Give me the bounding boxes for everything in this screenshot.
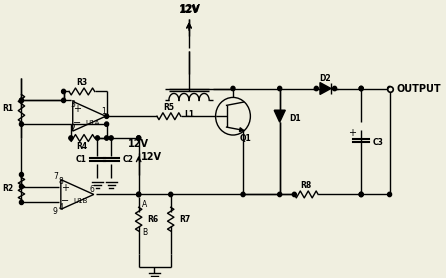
Circle shape bbox=[359, 192, 363, 197]
Circle shape bbox=[333, 86, 337, 91]
Text: 4: 4 bbox=[58, 203, 63, 212]
Text: R7: R7 bbox=[179, 215, 190, 224]
Circle shape bbox=[69, 136, 73, 140]
Text: 12V: 12V bbox=[128, 139, 149, 149]
Text: R4: R4 bbox=[76, 142, 87, 152]
Polygon shape bbox=[274, 110, 285, 122]
Circle shape bbox=[292, 192, 296, 197]
Circle shape bbox=[388, 86, 392, 91]
Text: R3: R3 bbox=[76, 78, 87, 87]
Text: 9: 9 bbox=[53, 207, 58, 216]
Circle shape bbox=[241, 192, 245, 197]
Text: A: A bbox=[142, 200, 148, 209]
Circle shape bbox=[20, 184, 24, 189]
Text: 8: 8 bbox=[58, 177, 63, 186]
Text: +: + bbox=[348, 128, 356, 138]
Text: U1A: U1A bbox=[86, 120, 100, 126]
Polygon shape bbox=[240, 128, 244, 131]
Circle shape bbox=[105, 122, 109, 126]
Text: Q1: Q1 bbox=[240, 133, 252, 143]
Circle shape bbox=[136, 136, 140, 140]
Text: R6: R6 bbox=[147, 215, 158, 224]
Text: 12V: 12V bbox=[178, 5, 199, 15]
Circle shape bbox=[359, 192, 363, 197]
Text: D1: D1 bbox=[289, 114, 301, 123]
Circle shape bbox=[20, 98, 24, 103]
Circle shape bbox=[95, 136, 99, 140]
Circle shape bbox=[20, 98, 24, 103]
Text: +: + bbox=[73, 104, 81, 114]
Text: OUTPUT: OUTPUT bbox=[397, 83, 442, 93]
Circle shape bbox=[136, 192, 140, 197]
Circle shape bbox=[359, 86, 363, 91]
Text: R5: R5 bbox=[163, 103, 174, 112]
Text: 3: 3 bbox=[70, 100, 75, 109]
Text: R1: R1 bbox=[2, 104, 13, 113]
Circle shape bbox=[388, 192, 392, 197]
Text: B: B bbox=[142, 228, 148, 237]
Circle shape bbox=[105, 114, 109, 118]
Circle shape bbox=[20, 172, 24, 177]
Circle shape bbox=[169, 192, 173, 197]
Polygon shape bbox=[320, 83, 331, 95]
Text: C2: C2 bbox=[122, 155, 133, 164]
Text: 7: 7 bbox=[53, 172, 58, 181]
Circle shape bbox=[136, 192, 140, 197]
Circle shape bbox=[278, 86, 282, 91]
Circle shape bbox=[314, 86, 318, 91]
Text: 12V: 12V bbox=[180, 4, 201, 14]
Circle shape bbox=[20, 122, 24, 126]
Text: D2: D2 bbox=[320, 74, 331, 83]
Circle shape bbox=[62, 89, 66, 94]
Text: −: − bbox=[73, 118, 81, 128]
Circle shape bbox=[231, 86, 235, 91]
Circle shape bbox=[109, 136, 113, 140]
Text: −: − bbox=[62, 196, 70, 206]
Circle shape bbox=[359, 86, 363, 91]
Text: R2: R2 bbox=[2, 184, 13, 193]
Text: 2: 2 bbox=[70, 124, 75, 133]
Circle shape bbox=[20, 200, 24, 205]
Circle shape bbox=[136, 136, 140, 140]
Text: L1: L1 bbox=[184, 110, 194, 119]
Circle shape bbox=[105, 136, 109, 140]
Text: 6: 6 bbox=[90, 185, 95, 194]
Text: 12V: 12V bbox=[141, 152, 162, 162]
Text: R8: R8 bbox=[301, 181, 312, 190]
Text: U1B: U1B bbox=[74, 198, 88, 204]
Text: C3: C3 bbox=[372, 138, 383, 147]
Text: 1: 1 bbox=[102, 107, 106, 116]
Circle shape bbox=[62, 98, 66, 103]
Text: +: + bbox=[62, 183, 70, 192]
Text: C1: C1 bbox=[76, 155, 87, 164]
Circle shape bbox=[278, 192, 282, 197]
